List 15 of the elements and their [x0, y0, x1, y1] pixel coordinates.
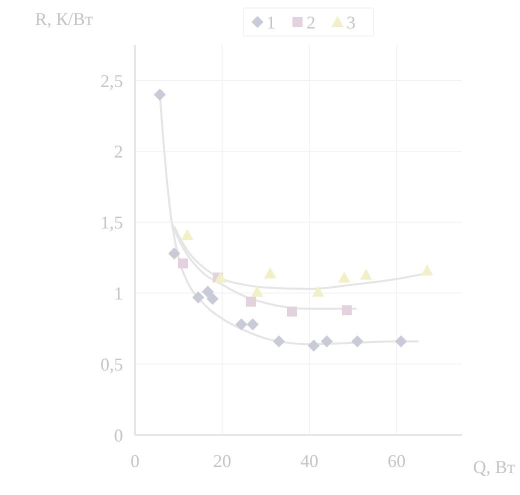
legend-label: 1	[266, 12, 276, 32]
y-tick-label: 2	[114, 142, 123, 162]
x-tick-label: 60	[388, 451, 406, 471]
y-tick-label: 0	[114, 425, 123, 446]
x-tick-label: 20	[213, 451, 232, 471]
y-tick-label: 2,5	[100, 70, 123, 91]
legend-label: 2	[306, 12, 316, 32]
x-tick-label: 0	[130, 451, 140, 471]
y-tick-label: 0,5	[100, 354, 123, 374]
y-axis-title: R, К/Вт	[35, 9, 94, 29]
x-tick-label: 40	[300, 451, 318, 471]
y-tick-label: 1,5	[100, 212, 123, 233]
y-tick-label: 1	[114, 283, 123, 304]
legend-label: 3	[346, 12, 356, 32]
x-axis-title: Q, Вт	[473, 457, 516, 477]
